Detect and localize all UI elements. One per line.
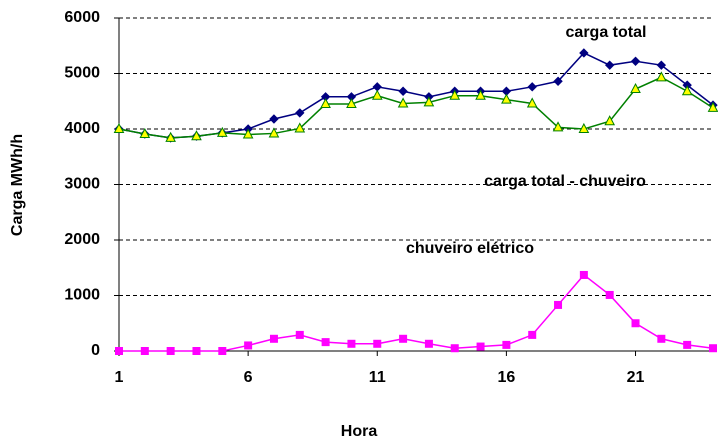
series-line	[119, 273, 714, 352]
marker	[113, 122, 125, 133]
marker	[269, 334, 278, 343]
x-tick-label: 11	[369, 369, 386, 386]
x-tick-label: 16	[497, 369, 515, 386]
marker	[630, 82, 641, 94]
series-line	[118, 52, 714, 139]
marker	[398, 86, 408, 96]
marker	[631, 319, 640, 328]
marker	[554, 300, 563, 309]
marker	[320, 97, 331, 109]
marker	[191, 130, 202, 141]
annotation: carga total - chuveiro	[484, 173, 646, 190]
x-tick-label: 6	[244, 369, 253, 386]
marker	[244, 341, 253, 350]
marker	[346, 97, 357, 109]
marker	[683, 340, 692, 349]
marker	[656, 71, 667, 82]
marker	[709, 344, 717, 353]
marker	[321, 338, 330, 347]
marker	[604, 60, 615, 70]
marker	[630, 56, 641, 66]
marker	[294, 122, 306, 133]
marker	[372, 82, 382, 92]
marker	[449, 89, 461, 100]
y-tick-label: 0	[91, 342, 100, 359]
marker	[371, 89, 383, 100]
marker	[553, 76, 563, 86]
marker	[502, 340, 511, 349]
marker	[501, 93, 512, 104]
marker	[707, 101, 718, 112]
marker	[604, 115, 616, 126]
marker	[526, 97, 538, 108]
marker	[295, 108, 305, 118]
y-axis-label: Carga MWh/h	[9, 134, 26, 236]
marker	[295, 330, 304, 339]
marker	[347, 339, 356, 348]
marker	[476, 342, 485, 351]
marker	[242, 128, 254, 139]
marker	[166, 347, 175, 355]
marker	[579, 48, 589, 58]
marker	[656, 60, 667, 70]
annotation: chuveiro elétrico	[406, 240, 534, 257]
x-tick-label: 21	[627, 369, 645, 386]
marker	[192, 347, 201, 355]
marker	[399, 334, 408, 343]
marker	[552, 121, 564, 132]
marker	[373, 339, 382, 348]
y-tick-label: 4000	[64, 120, 100, 137]
marker	[397, 97, 409, 108]
marker	[268, 127, 280, 138]
marker	[605, 290, 614, 299]
marker	[450, 344, 459, 353]
marker	[424, 339, 433, 348]
marker	[578, 122, 590, 133]
y-tick-label: 3000	[64, 176, 100, 193]
marker	[165, 131, 176, 142]
marker	[579, 270, 588, 279]
y-tick-label: 5000	[64, 65, 100, 82]
marker	[139, 127, 151, 138]
marker	[140, 347, 149, 355]
marker	[657, 334, 666, 343]
series-line	[118, 76, 714, 139]
annotation: carga total	[566, 24, 647, 41]
y-tick-label: 6000	[64, 9, 100, 26]
marker	[218, 347, 227, 355]
marker	[528, 330, 537, 339]
marker	[269, 114, 279, 124]
marker	[681, 85, 693, 96]
marker	[115, 347, 123, 355]
marker	[423, 96, 435, 107]
marker	[475, 89, 486, 100]
x-tick-label: 1	[115, 369, 124, 386]
y-tick-label: 2000	[64, 231, 100, 248]
y-tick-label: 1000	[64, 287, 100, 304]
marker	[527, 82, 537, 92]
x-axis-label: Hora	[341, 423, 378, 440]
marker	[216, 126, 228, 137]
